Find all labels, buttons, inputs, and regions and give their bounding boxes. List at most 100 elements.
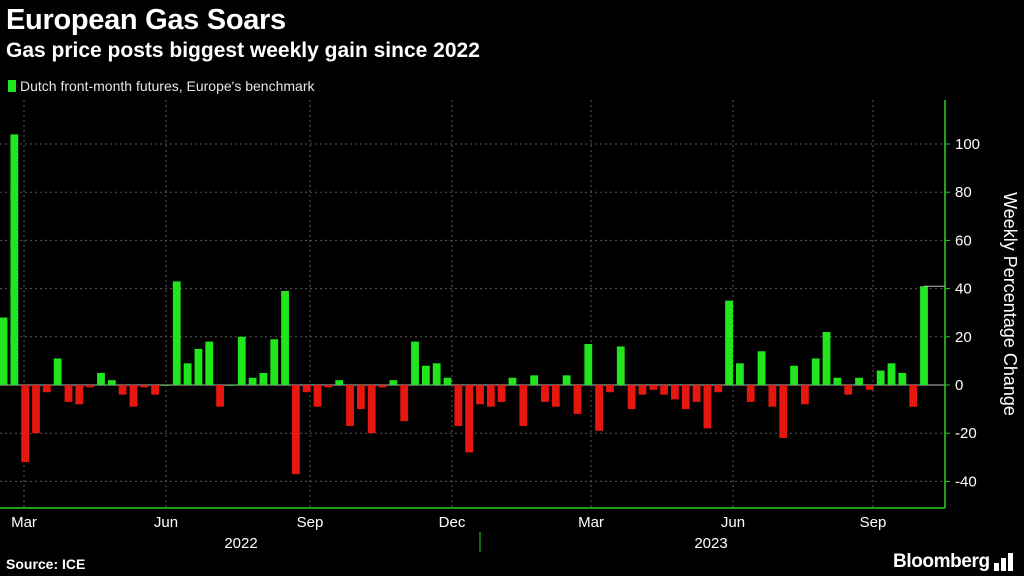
bar	[584, 344, 593, 385]
bar	[227, 385, 235, 386]
bar	[216, 385, 224, 407]
y-tick-label: 60	[955, 232, 972, 249]
source-note: Source: ICE	[6, 556, 86, 572]
bar	[476, 385, 484, 405]
x-month-label: Sep	[297, 514, 324, 531]
bar	[800, 385, 809, 405]
bar	[32, 385, 40, 434]
bar	[779, 385, 788, 439]
bar-chart-icon	[993, 553, 1016, 571]
x-month-label: Sep	[860, 514, 887, 531]
bar	[833, 377, 842, 385]
bar	[551, 385, 560, 407]
bar	[768, 385, 777, 407]
bar	[595, 385, 604, 431]
legend: Dutch front-month futures, Europe's benc…	[8, 78, 314, 94]
bar	[627, 385, 636, 410]
bar	[865, 385, 874, 390]
x-month-label: Mar	[11, 514, 37, 531]
bloomberg-logo: Bloomberg	[893, 551, 1016, 573]
bar	[10, 134, 19, 385]
bar	[454, 385, 463, 426]
y-tick-label: 80	[955, 184, 972, 201]
bar	[237, 336, 246, 385]
bar	[107, 380, 116, 385]
bar	[367, 385, 376, 434]
bar	[703, 385, 712, 429]
bar	[356, 385, 365, 410]
bar	[53, 358, 62, 385]
bar	[811, 358, 820, 385]
y-axis-title: Weekly Percentage Change	[1000, 192, 1020, 416]
bar	[162, 385, 170, 386]
axes	[0, 100, 950, 552]
bar	[270, 339, 279, 385]
brand-name: Bloomberg	[893, 551, 990, 572]
bar	[541, 385, 549, 402]
bar	[519, 385, 528, 426]
bar	[681, 385, 690, 410]
bar	[302, 385, 311, 393]
bar	[86, 385, 95, 388]
legend-label: Dutch front-month futures, Europe's benc…	[20, 78, 315, 94]
bar	[42, 385, 51, 393]
bar	[671, 385, 679, 400]
bar	[616, 346, 625, 385]
bar	[844, 385, 853, 395]
y-tick-label: 100	[955, 136, 980, 153]
bar	[21, 385, 30, 463]
bar	[75, 385, 84, 405]
bar	[443, 377, 452, 385]
bar	[530, 375, 539, 385]
bar	[887, 363, 896, 385]
bar	[746, 385, 755, 402]
y-tick-label: -20	[955, 425, 977, 442]
x-year-label: 2022	[224, 535, 257, 552]
bar	[660, 385, 668, 395]
legend-swatch	[8, 80, 16, 92]
bar	[292, 385, 300, 475]
bar	[129, 385, 138, 407]
bar	[378, 385, 387, 388]
y-tick-label: -40	[955, 473, 977, 490]
bar	[649, 385, 658, 390]
tick-labels: 100 80 60 40 20 0 -20 -40 Mar Jun Sep Dec Mar Jun Sep 2…	[11, 136, 1020, 552]
y-tick-label: 40	[955, 281, 972, 298]
bar	[324, 385, 333, 388]
bar	[248, 377, 257, 385]
bar	[573, 385, 582, 414]
bar	[259, 372, 268, 385]
bar	[411, 341, 419, 385]
bar	[790, 365, 798, 385]
bar	[606, 385, 614, 393]
bar	[194, 348, 203, 385]
bar	[486, 385, 495, 407]
bar	[909, 385, 918, 407]
bar	[313, 385, 322, 407]
bar	[638, 385, 647, 395]
bar	[281, 291, 289, 385]
bar	[898, 372, 907, 385]
y-tick-label: 0	[955, 377, 963, 394]
bar	[400, 385, 409, 422]
bar	[335, 380, 344, 385]
bar	[140, 385, 149, 388]
bar	[421, 365, 430, 385]
x-month-label: Mar	[578, 514, 604, 531]
x-year-label: 2023	[694, 535, 727, 552]
bar	[118, 385, 127, 395]
bar	[508, 377, 517, 385]
bar	[562, 375, 571, 385]
bar	[465, 385, 474, 453]
x-month-label: Dec	[439, 514, 466, 531]
bar	[205, 341, 214, 385]
bar	[0, 317, 8, 385]
bar	[876, 370, 885, 385]
chart-subtitle: Gas price posts biggest weekly gain sinc…	[6, 39, 480, 62]
bar	[151, 385, 160, 395]
bar	[736, 363, 744, 385]
bar	[183, 363, 192, 385]
y-tick-label: 20	[955, 329, 972, 346]
x-month-label: Jun	[154, 514, 178, 531]
